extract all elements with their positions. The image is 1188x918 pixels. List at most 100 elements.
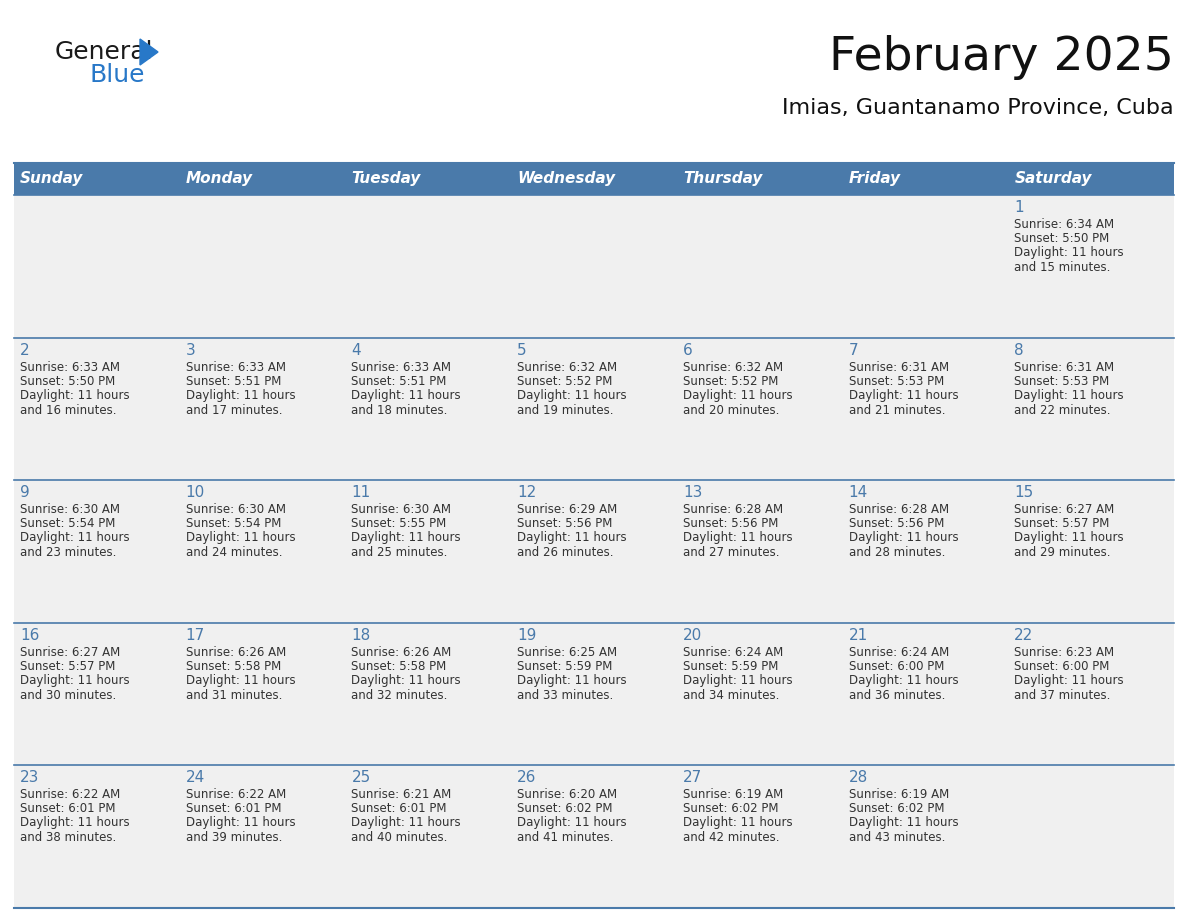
Text: Sunset: 5:58 PM: Sunset: 5:58 PM	[185, 660, 282, 673]
Bar	[14, 195, 179, 338]
Text: 23: 23	[20, 770, 39, 786]
Bar	[1009, 622, 1174, 766]
Text: Daylight: 11 hours
and 20 minutes.: Daylight: 11 hours and 20 minutes.	[683, 388, 792, 417]
Bar	[1009, 338, 1174, 480]
Polygon shape	[140, 39, 158, 65]
Text: Sunset: 6:00 PM: Sunset: 6:00 PM	[848, 660, 944, 673]
Text: Sunset: 6:01 PM: Sunset: 6:01 PM	[352, 802, 447, 815]
Text: Sunset: 5:50 PM: Sunset: 5:50 PM	[1015, 232, 1110, 245]
Text: Sunrise: 6:22 AM: Sunrise: 6:22 AM	[20, 789, 120, 801]
Text: Sunrise: 6:24 AM: Sunrise: 6:24 AM	[683, 645, 783, 659]
Text: Sunrise: 6:30 AM: Sunrise: 6:30 AM	[20, 503, 120, 516]
Text: Daylight: 11 hours
and 18 minutes.: Daylight: 11 hours and 18 minutes.	[352, 388, 461, 417]
Text: Sunset: 5:52 PM: Sunset: 5:52 PM	[517, 375, 613, 387]
Bar	[677, 480, 842, 622]
Text: Daylight: 11 hours
and 26 minutes.: Daylight: 11 hours and 26 minutes.	[517, 532, 627, 559]
Bar	[842, 622, 1009, 766]
Text: Sunrise: 6:19 AM: Sunrise: 6:19 AM	[683, 789, 783, 801]
Text: Sunrise: 6:20 AM: Sunrise: 6:20 AM	[517, 789, 618, 801]
Text: Daylight: 11 hours
and 30 minutes.: Daylight: 11 hours and 30 minutes.	[20, 674, 129, 701]
Bar	[511, 766, 677, 908]
Text: Daylight: 11 hours
and 42 minutes.: Daylight: 11 hours and 42 minutes.	[683, 816, 792, 845]
Bar	[346, 622, 511, 766]
Text: Blue: Blue	[90, 63, 145, 87]
Text: Daylight: 11 hours
and 16 minutes.: Daylight: 11 hours and 16 minutes.	[20, 388, 129, 417]
Bar	[842, 195, 1009, 338]
Text: 2: 2	[20, 342, 30, 358]
Bar	[14, 338, 179, 480]
Bar	[1009, 766, 1174, 908]
Text: Sunset: 6:01 PM: Sunset: 6:01 PM	[20, 802, 115, 815]
Text: Sunrise: 6:25 AM: Sunrise: 6:25 AM	[517, 645, 618, 659]
Text: Daylight: 11 hours
and 40 minutes.: Daylight: 11 hours and 40 minutes.	[352, 816, 461, 845]
Text: Sunset: 5:53 PM: Sunset: 5:53 PM	[1015, 375, 1110, 387]
Bar	[677, 195, 842, 338]
Text: Sunrise: 6:26 AM: Sunrise: 6:26 AM	[352, 645, 451, 659]
Text: 25: 25	[352, 770, 371, 786]
Text: Tuesday: Tuesday	[352, 172, 421, 186]
Bar	[346, 480, 511, 622]
Text: Sunrise: 6:33 AM: Sunrise: 6:33 AM	[185, 361, 286, 374]
Bar	[842, 480, 1009, 622]
Text: 14: 14	[848, 486, 867, 500]
Text: Daylight: 11 hours
and 29 minutes.: Daylight: 11 hours and 29 minutes.	[1015, 532, 1124, 559]
Text: 26: 26	[517, 770, 537, 786]
Text: Sunrise: 6:19 AM: Sunrise: 6:19 AM	[848, 789, 949, 801]
Text: 20: 20	[683, 628, 702, 643]
Text: Sunset: 5:54 PM: Sunset: 5:54 PM	[20, 517, 115, 531]
Text: Sunset: 5:59 PM: Sunset: 5:59 PM	[517, 660, 613, 673]
Bar	[179, 622, 346, 766]
Text: General: General	[55, 40, 153, 64]
Text: 7: 7	[848, 342, 858, 358]
Bar	[14, 480, 179, 622]
Bar	[346, 195, 511, 338]
Text: Daylight: 11 hours
and 21 minutes.: Daylight: 11 hours and 21 minutes.	[848, 388, 959, 417]
Bar	[511, 480, 677, 622]
Bar	[179, 480, 346, 622]
Text: Daylight: 11 hours
and 22 minutes.: Daylight: 11 hours and 22 minutes.	[1015, 388, 1124, 417]
Text: 19: 19	[517, 628, 537, 643]
Text: Sunrise: 6:26 AM: Sunrise: 6:26 AM	[185, 645, 286, 659]
Text: Daylight: 11 hours
and 31 minutes.: Daylight: 11 hours and 31 minutes.	[185, 674, 296, 701]
Text: Sunrise: 6:28 AM: Sunrise: 6:28 AM	[848, 503, 949, 516]
Text: Sunrise: 6:31 AM: Sunrise: 6:31 AM	[1015, 361, 1114, 374]
Text: Sunday: Sunday	[20, 172, 83, 186]
Text: Daylight: 11 hours
and 28 minutes.: Daylight: 11 hours and 28 minutes.	[848, 532, 959, 559]
Text: Sunrise: 6:27 AM: Sunrise: 6:27 AM	[1015, 503, 1114, 516]
Text: 12: 12	[517, 486, 537, 500]
Text: Daylight: 11 hours
and 33 minutes.: Daylight: 11 hours and 33 minutes.	[517, 674, 627, 701]
Text: Sunrise: 6:30 AM: Sunrise: 6:30 AM	[185, 503, 286, 516]
Text: Sunset: 5:56 PM: Sunset: 5:56 PM	[683, 517, 778, 531]
Text: Sunrise: 6:30 AM: Sunrise: 6:30 AM	[352, 503, 451, 516]
Text: Sunset: 6:02 PM: Sunset: 6:02 PM	[683, 802, 778, 815]
Text: February 2025: February 2025	[829, 36, 1174, 81]
Text: 10: 10	[185, 486, 206, 500]
Text: Sunset: 6:02 PM: Sunset: 6:02 PM	[848, 802, 944, 815]
Text: Daylight: 11 hours
and 43 minutes.: Daylight: 11 hours and 43 minutes.	[848, 816, 959, 845]
Text: Daylight: 11 hours
and 36 minutes.: Daylight: 11 hours and 36 minutes.	[848, 674, 959, 701]
Text: Daylight: 11 hours
and 25 minutes.: Daylight: 11 hours and 25 minutes.	[352, 532, 461, 559]
Text: Daylight: 11 hours
and 15 minutes.: Daylight: 11 hours and 15 minutes.	[1015, 246, 1124, 274]
Text: Sunset: 5:50 PM: Sunset: 5:50 PM	[20, 375, 115, 387]
Text: Sunset: 5:52 PM: Sunset: 5:52 PM	[683, 375, 778, 387]
Bar	[346, 338, 511, 480]
Text: Sunrise: 6:28 AM: Sunrise: 6:28 AM	[683, 503, 783, 516]
Bar	[1009, 195, 1174, 338]
Text: 1: 1	[1015, 200, 1024, 215]
Text: Saturday: Saturday	[1015, 172, 1092, 186]
Text: Daylight: 11 hours
and 24 minutes.: Daylight: 11 hours and 24 minutes.	[185, 532, 296, 559]
Text: 24: 24	[185, 770, 206, 786]
Text: Monday: Monday	[185, 172, 253, 186]
Bar	[511, 195, 677, 338]
Text: Sunset: 5:58 PM: Sunset: 5:58 PM	[352, 660, 447, 673]
Bar	[179, 338, 346, 480]
Bar	[842, 766, 1009, 908]
Text: Sunset: 5:56 PM: Sunset: 5:56 PM	[517, 517, 613, 531]
Text: Sunrise: 6:24 AM: Sunrise: 6:24 AM	[848, 645, 949, 659]
Bar	[511, 622, 677, 766]
Text: 16: 16	[20, 628, 39, 643]
Text: 6: 6	[683, 342, 693, 358]
Text: Thursday: Thursday	[683, 172, 763, 186]
Text: Daylight: 11 hours
and 38 minutes.: Daylight: 11 hours and 38 minutes.	[20, 816, 129, 845]
Text: Sunrise: 6:33 AM: Sunrise: 6:33 AM	[20, 361, 120, 374]
